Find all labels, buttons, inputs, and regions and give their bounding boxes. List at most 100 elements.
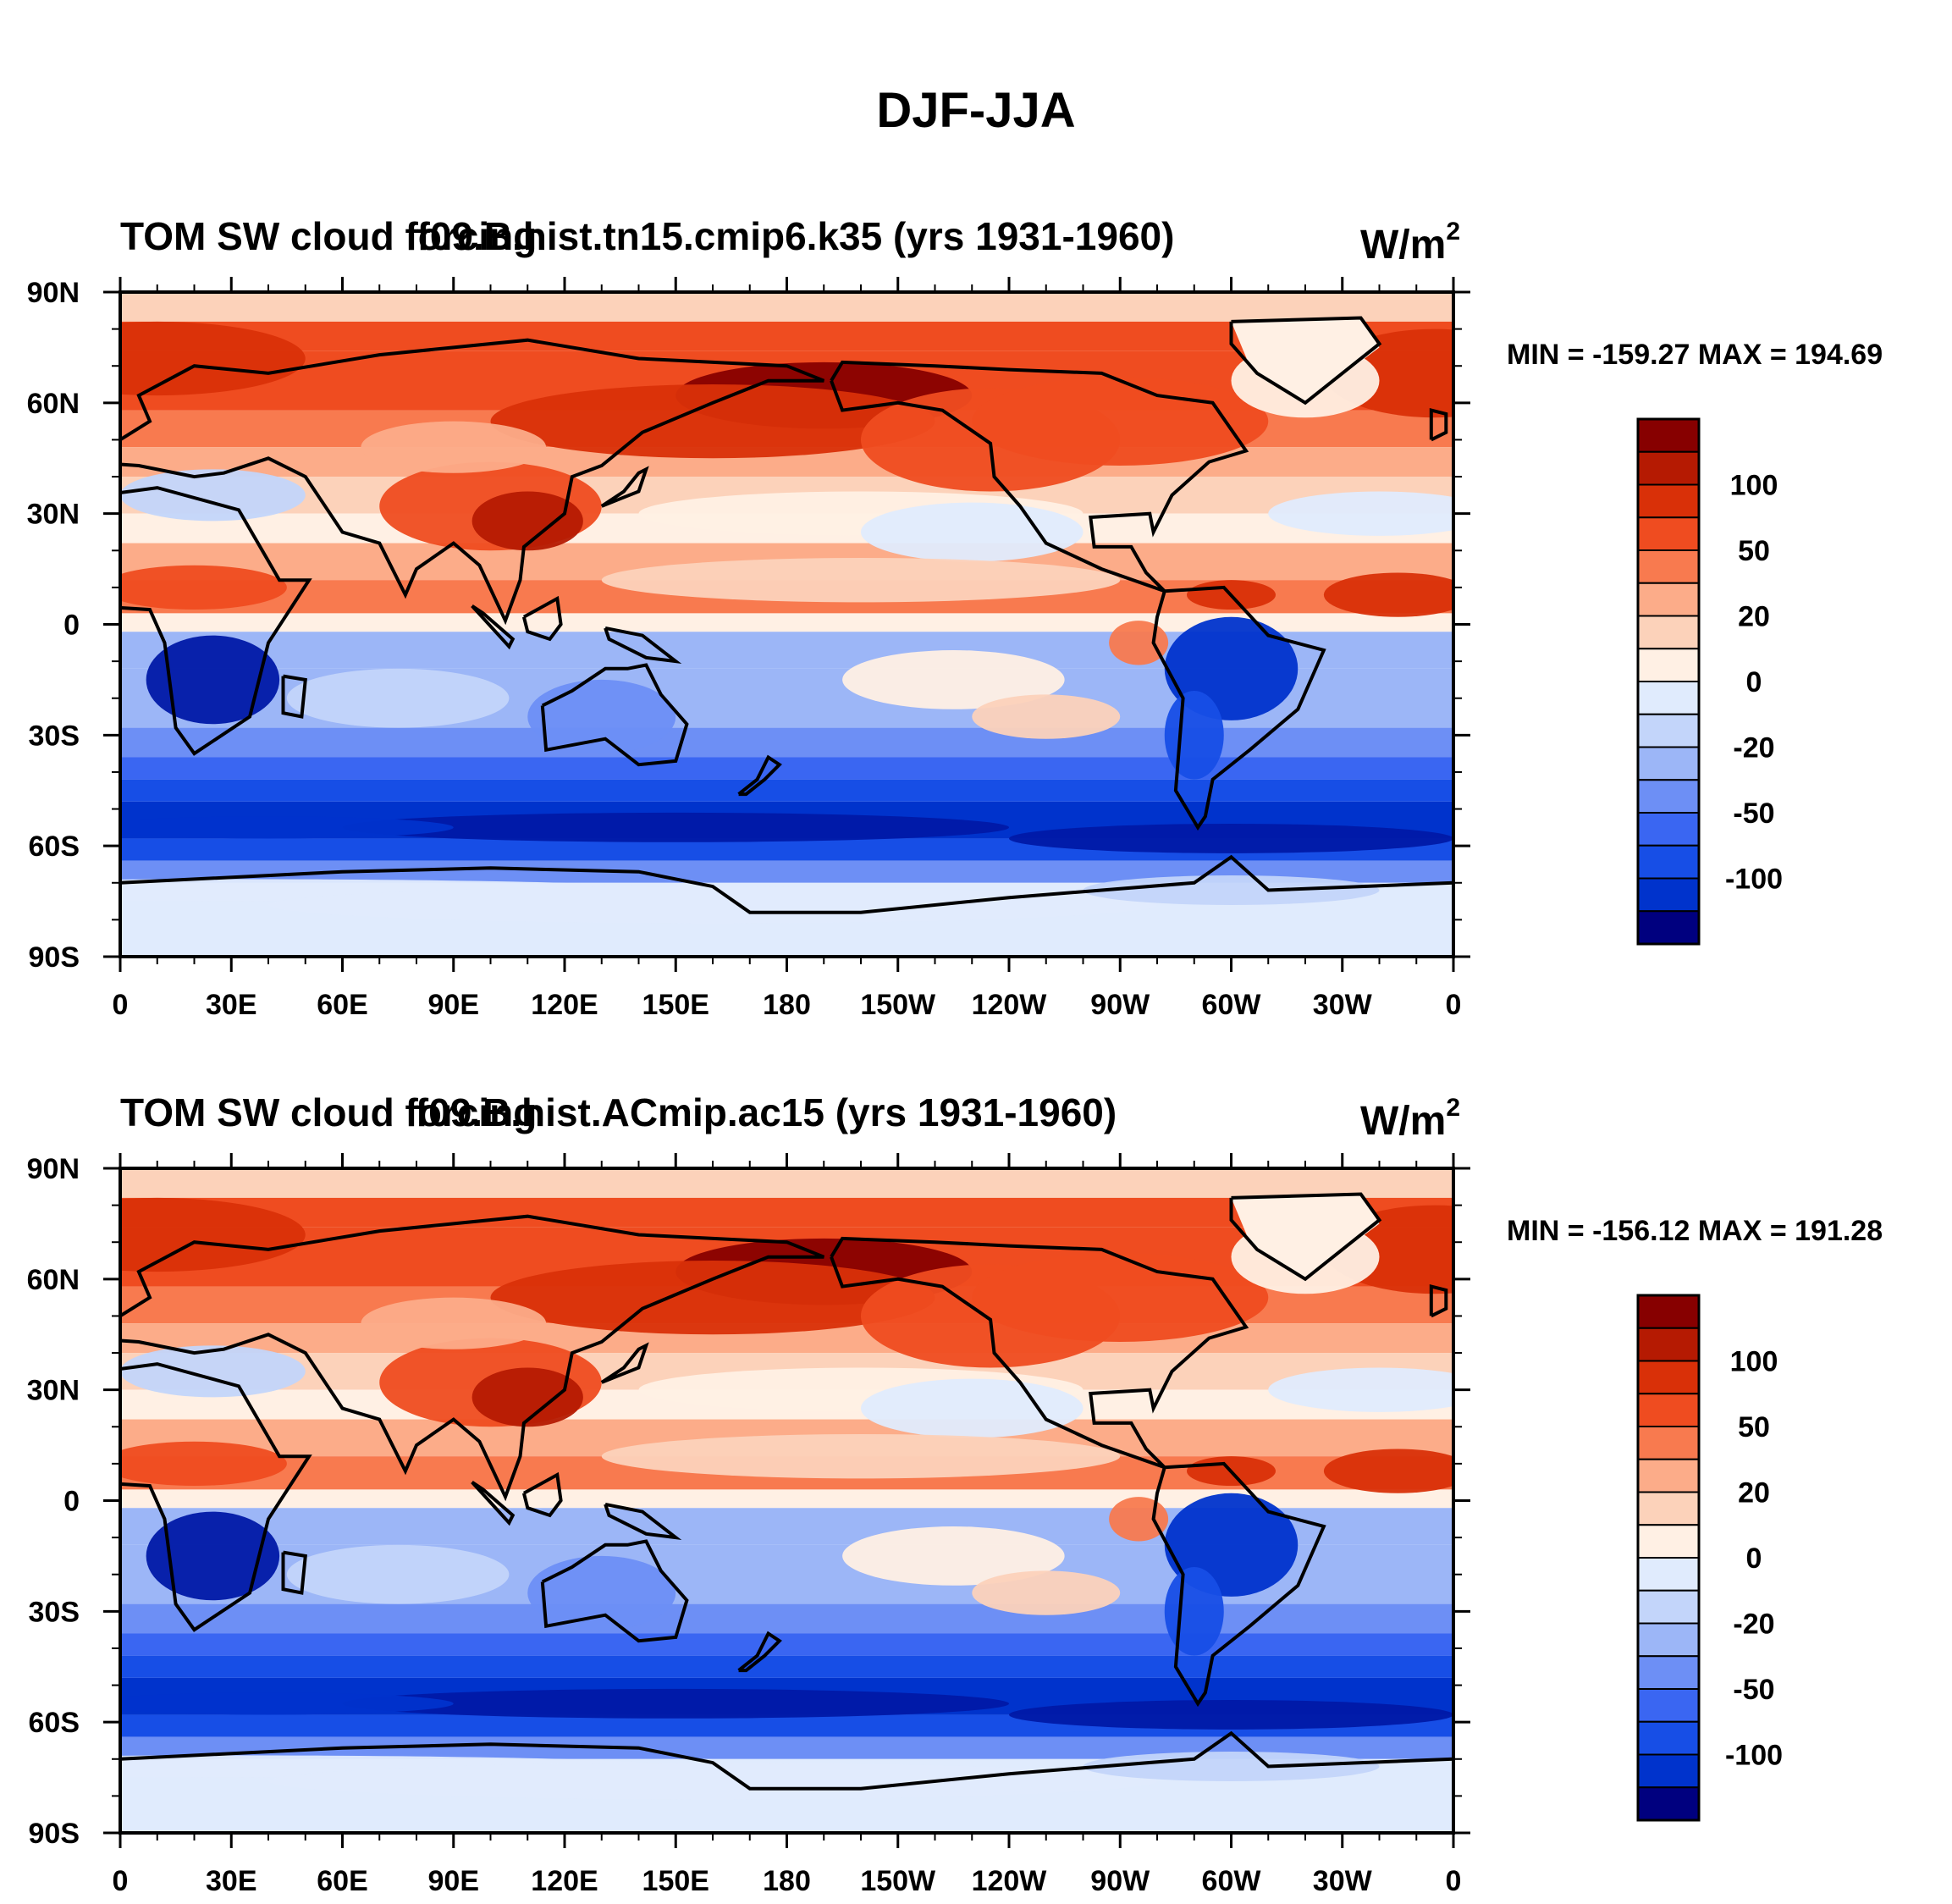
x-tick-label: 150W bbox=[860, 1865, 936, 1897]
x-tick-label: 90W bbox=[1090, 1865, 1150, 1897]
panel-2-stats: MIN = -156.12 MAX = 191.28 bbox=[1507, 1215, 1883, 1247]
colorbar-box bbox=[1637, 1720, 1700, 1756]
x-tick-label: 150E bbox=[642, 1865, 709, 1897]
panel-2-units: W/m2 bbox=[1360, 1094, 1460, 1144]
colorbar-label: -100 bbox=[1725, 864, 1783, 896]
y-tick-label: 0 bbox=[63, 1486, 80, 1518]
panel-1-units: W/m2 bbox=[1360, 218, 1460, 268]
colorbar-box bbox=[1637, 1589, 1700, 1625]
x-tick-label: 180 bbox=[763, 989, 811, 1021]
colorbar-label: 20 bbox=[1738, 1477, 1770, 1509]
colorbar-box bbox=[1637, 549, 1700, 584]
panel-1-axes: 0 30E 60E 90E 120E 150E 180 150W 120W 90W 60W 30W 0 9… bbox=[27, 277, 1470, 1021]
colorbar-label: -50 bbox=[1733, 797, 1774, 830]
colorbar-box bbox=[1637, 615, 1700, 650]
y-tick-label: 60N bbox=[27, 388, 80, 420]
colorbar-box bbox=[1637, 1557, 1700, 1592]
panel-2-units-exp: 2 bbox=[1446, 1094, 1460, 1122]
colorbar-box bbox=[1637, 1655, 1700, 1690]
y-tick-label: 60S bbox=[29, 831, 80, 863]
panel-2-title-left: TOM SW cloud forcing bbox=[120, 1090, 537, 1134]
colorbar-label: -50 bbox=[1733, 1674, 1774, 1706]
panel-1-map-area bbox=[120, 292, 1453, 957]
x-tick-label: 120E bbox=[531, 1865, 598, 1897]
figure-title: DJF-JJA bbox=[876, 83, 1075, 138]
colorbar-box bbox=[1637, 681, 1700, 715]
x-tick-label: 60E bbox=[317, 1865, 368, 1897]
colorbar-label: -100 bbox=[1725, 1740, 1783, 1772]
panel-1-colorbar: 100 50 20 0 -20 -50 -100 bbox=[1636, 417, 1783, 946]
panel-2-contour-field bbox=[120, 1168, 1453, 1833]
colorbar-box bbox=[1637, 1294, 1700, 1329]
colorbar-label: 100 bbox=[1730, 1346, 1778, 1378]
colorbar-box bbox=[1637, 418, 1700, 453]
x-tick-label: 60E bbox=[317, 989, 368, 1021]
panel-2-units-base: W/m bbox=[1360, 1099, 1446, 1144]
colorbar-box bbox=[1637, 1393, 1700, 1427]
colorbar-box bbox=[1637, 812, 1700, 847]
y-tick-label: 90S bbox=[29, 941, 80, 974]
colorbar-box bbox=[1637, 1360, 1700, 1395]
x-tick-label: 120E bbox=[531, 989, 598, 1021]
x-tick-label: 90E bbox=[428, 989, 480, 1021]
x-tick-label: 30W bbox=[1313, 989, 1373, 1021]
colorbar-label: 0 bbox=[1746, 1543, 1762, 1575]
x-tick-label: 150W bbox=[860, 989, 936, 1021]
x-tick-label: 0 bbox=[1446, 1865, 1462, 1897]
colorbar-box bbox=[1637, 516, 1700, 551]
y-tick-label: 90N bbox=[27, 1153, 80, 1185]
colorbar-label: 100 bbox=[1730, 470, 1778, 502]
panel-2-axes: 0 30E 60E 90E 120E 150E 180 150W 120W 90W 60W 30W 0 9… bbox=[27, 1153, 1470, 1897]
y-tick-label: 30N bbox=[27, 1375, 80, 1407]
panel-2-map-area bbox=[120, 1168, 1453, 1833]
colorbar-box bbox=[1637, 1524, 1700, 1559]
x-tick-label: 120W bbox=[972, 1865, 1048, 1897]
colorbar-box bbox=[1637, 1327, 1700, 1362]
colorbar-label: 50 bbox=[1738, 535, 1770, 567]
panel-1-coastlines bbox=[120, 316, 1453, 914]
x-tick-label: 150E bbox=[642, 989, 709, 1021]
panel-1-units-exp: 2 bbox=[1446, 218, 1460, 246]
panel-1-contour-field bbox=[120, 292, 1453, 957]
x-tick-label: 30E bbox=[206, 989, 257, 1021]
colorbar-box bbox=[1637, 483, 1700, 519]
colorbar-box bbox=[1637, 713, 1700, 748]
colorbar-box bbox=[1637, 910, 1700, 945]
y-tick-label: 30N bbox=[27, 499, 80, 531]
panel-2-coastlines bbox=[120, 1192, 1453, 1791]
panel-1-units-base: W/m bbox=[1360, 223, 1446, 268]
colorbar-label: -20 bbox=[1733, 732, 1774, 764]
x-tick-label: 180 bbox=[763, 1865, 811, 1897]
x-tick-label: 30E bbox=[206, 1865, 257, 1897]
colorbar-label: 0 bbox=[1746, 666, 1762, 698]
x-tick-label: 0 bbox=[113, 1865, 129, 1897]
panel-2-colorbar: 100 50 20 0 -20 -50 -100 bbox=[1636, 1294, 1783, 1822]
colorbar-box bbox=[1637, 1622, 1700, 1658]
y-tick-label: 90N bbox=[27, 277, 80, 309]
colorbar-box bbox=[1637, 1753, 1700, 1789]
panel-1-stats: MIN = -159.27 MAX = 194.69 bbox=[1507, 339, 1883, 371]
x-tick-label: 30W bbox=[1313, 1865, 1373, 1897]
x-tick-label: 60W bbox=[1202, 1865, 1262, 1897]
y-tick-label: 30S bbox=[29, 1596, 80, 1628]
x-tick-label: 0 bbox=[113, 989, 129, 1021]
colorbar-label: 20 bbox=[1738, 601, 1770, 633]
colorbar-box bbox=[1637, 1786, 1700, 1821]
y-tick-label: 30S bbox=[29, 720, 80, 752]
y-tick-label: 60S bbox=[29, 1707, 80, 1739]
x-tick-label: 120W bbox=[972, 989, 1048, 1021]
colorbar-box bbox=[1637, 844, 1700, 880]
colorbar-box bbox=[1637, 877, 1700, 913]
colorbar-box bbox=[1637, 1458, 1700, 1493]
colorbar-label: 50 bbox=[1738, 1411, 1770, 1443]
panel-2: TOM SW cloud forcing f09.B.hist.ACmip.ac… bbox=[27, 1090, 1883, 1897]
x-tick-label: 90E bbox=[428, 1865, 480, 1897]
panel-1-title-left: TOM SW cloud forcing bbox=[120, 214, 537, 258]
colorbar-box bbox=[1637, 450, 1700, 486]
y-tick-label: 90S bbox=[29, 1818, 80, 1850]
x-tick-label: 0 bbox=[1446, 989, 1462, 1021]
y-tick-label: 60N bbox=[27, 1264, 80, 1296]
colorbar-box bbox=[1637, 1426, 1700, 1460]
colorbar-box bbox=[1637, 779, 1700, 814]
